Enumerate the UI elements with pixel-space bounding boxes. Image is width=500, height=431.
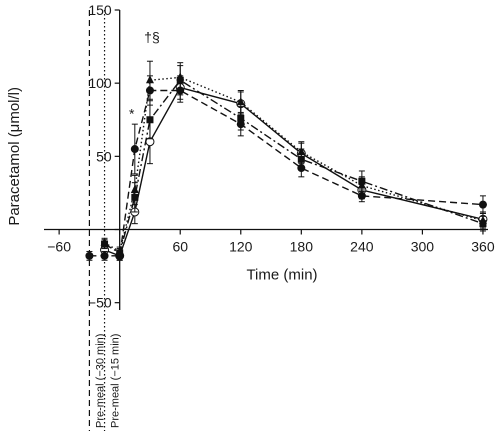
y-tick-label: 50 (96, 148, 112, 164)
significance-annotation: †§ (144, 29, 160, 45)
x-tick-label: 180 (290, 239, 314, 255)
x-tick-label: 300 (411, 239, 435, 255)
series-group (100, 60, 487, 257)
data-point-square (176, 76, 184, 84)
data-point-square (146, 116, 154, 124)
premeal-reference-lines (88, 10, 106, 431)
premeal-line-label: Pre-meal (−30 min) (94, 334, 106, 428)
x-tick-label: 60 (172, 239, 188, 255)
series-group (100, 75, 488, 261)
y-axis-title: Paracetamol (μmol/l) (6, 87, 23, 226)
series-line (89, 89, 484, 257)
x-tick-label: −60 (47, 239, 71, 255)
x-axis-title: Time (min) (246, 267, 317, 284)
data-point-circle-filled (100, 251, 109, 260)
data-point-circle-filled (357, 191, 366, 200)
data-point-triangle (145, 75, 154, 84)
significance-annotation: * (129, 105, 135, 121)
series-layer (85, 60, 488, 261)
data-point-square (358, 177, 366, 185)
data-point-square (297, 155, 305, 163)
data-point-square (479, 220, 487, 228)
data-point-circle-filled (85, 251, 94, 260)
premeal-line-label: Pre-meal (−15 min) (110, 334, 122, 428)
data-point-triangle (236, 97, 245, 106)
data-point-square (131, 193, 139, 201)
x-tick-label: 360 (471, 239, 495, 255)
series-group (101, 65, 487, 258)
series-line (104, 76, 484, 253)
data-point-square (101, 240, 109, 248)
y-tick-label: 150 (88, 2, 112, 18)
y-tick-label: 100 (88, 75, 112, 91)
data-point-square (116, 249, 124, 257)
series-group (85, 75, 487, 261)
data-point-circle-filled (130, 145, 139, 154)
y-tick-label: −50 (88, 295, 112, 311)
x-tick-label: 120 (229, 239, 253, 255)
x-tick-label: 240 (350, 239, 374, 255)
label-layer: −60 60 120 180 240 300 360 −50 50 100 150 Time (min… (6, 2, 495, 428)
data-point-square (237, 114, 245, 122)
series-line (104, 86, 484, 257)
data-point-circle-filled (478, 200, 487, 209)
series-line (104, 79, 484, 254)
